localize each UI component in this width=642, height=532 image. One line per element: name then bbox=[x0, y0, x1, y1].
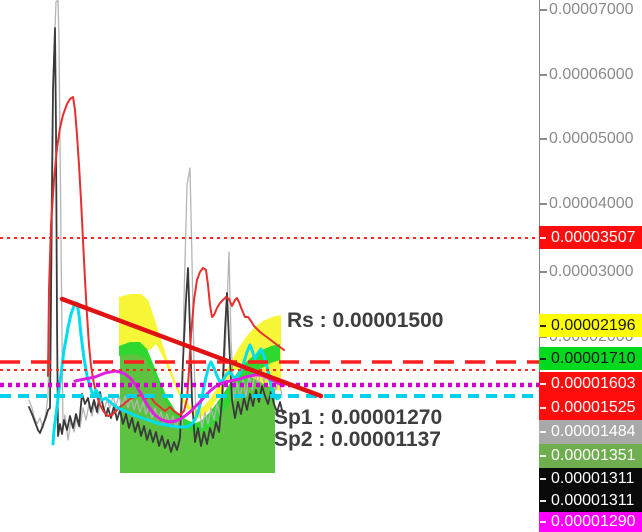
price-label-notch bbox=[540, 324, 546, 327]
trend-line[interactable] bbox=[59, 296, 324, 399]
green-band bbox=[119, 342, 280, 433]
price-label-notch bbox=[540, 357, 546, 360]
ma-line-red bbox=[47, 96, 285, 417]
ma-line-cyan bbox=[51, 301, 282, 446]
price-label-text: 0.00003507 bbox=[551, 228, 636, 246]
price-level-label: 0.00001603 bbox=[539, 372, 642, 396]
axis-tick-label: 0.00007000 bbox=[549, 1, 634, 18]
axis-tick-mark bbox=[540, 74, 547, 76]
price-level-label: 0.00001525 bbox=[539, 396, 642, 420]
price-label-text: 0.00001351 bbox=[551, 447, 636, 464]
axis-tick-mark bbox=[540, 336, 547, 338]
ma-line-magenta bbox=[73, 369, 286, 424]
price-label-text: 0.00001311 bbox=[551, 492, 635, 509]
price-label-text: 0.00001311 bbox=[551, 470, 635, 487]
price-label-notch bbox=[540, 236, 546, 239]
price-label-text: 0.00001484 bbox=[551, 423, 636, 440]
axis-tick-label: 0.00005000 bbox=[549, 130, 634, 147]
price-label-text: 0.00001290 bbox=[551, 513, 636, 530]
price-label-text: 0.00001525 bbox=[551, 399, 636, 416]
price-level-label: 0.00001311 bbox=[539, 490, 642, 512]
price-label-notch bbox=[540, 478, 546, 480]
price-level-label: 0.00003507 bbox=[539, 226, 642, 249]
resistance-annotation: Rs : 0.00001500 bbox=[287, 309, 444, 332]
price-label-notch bbox=[540, 500, 546, 502]
axis-tick-mark bbox=[540, 203, 547, 205]
support1-annotation: Sp1 : 0.00001270 bbox=[274, 406, 443, 429]
price-label-notch bbox=[540, 407, 546, 409]
axis-tick-label: 0.00003000 bbox=[549, 263, 634, 280]
axis-tick-label: 0.00004000 bbox=[549, 195, 634, 212]
price-level-label: 0.00001710 bbox=[539, 347, 642, 370]
price-label-text: 0.00002196 bbox=[551, 316, 636, 334]
price-label-notch bbox=[540, 521, 546, 523]
price-label-notch bbox=[540, 455, 546, 457]
axis-tick-label: 0.00006000 bbox=[549, 66, 634, 83]
price-level-label: 0.00001311 bbox=[539, 468, 642, 490]
price-label-text: 0.00001710 bbox=[551, 349, 636, 367]
price-label-notch bbox=[540, 383, 546, 385]
yellow-band bbox=[119, 294, 281, 419]
price-label-text: 0.00001603 bbox=[551, 375, 636, 392]
price-level-label: 0.00001351 bbox=[539, 444, 642, 468]
price-level-label: 0.00001484 bbox=[539, 420, 642, 444]
price-line-main bbox=[28, 27, 284, 453]
price-level-label: 0.00001290 bbox=[539, 512, 642, 532]
axis-tick-mark bbox=[540, 9, 547, 11]
support2-annotation: Sp2 : 0.00001137 bbox=[274, 428, 441, 451]
axis-tick-mark bbox=[540, 138, 547, 140]
price-level-label: 0.00002196 bbox=[539, 314, 642, 337]
price-label-notch bbox=[540, 431, 546, 433]
axis-tick-mark bbox=[540, 271, 547, 273]
